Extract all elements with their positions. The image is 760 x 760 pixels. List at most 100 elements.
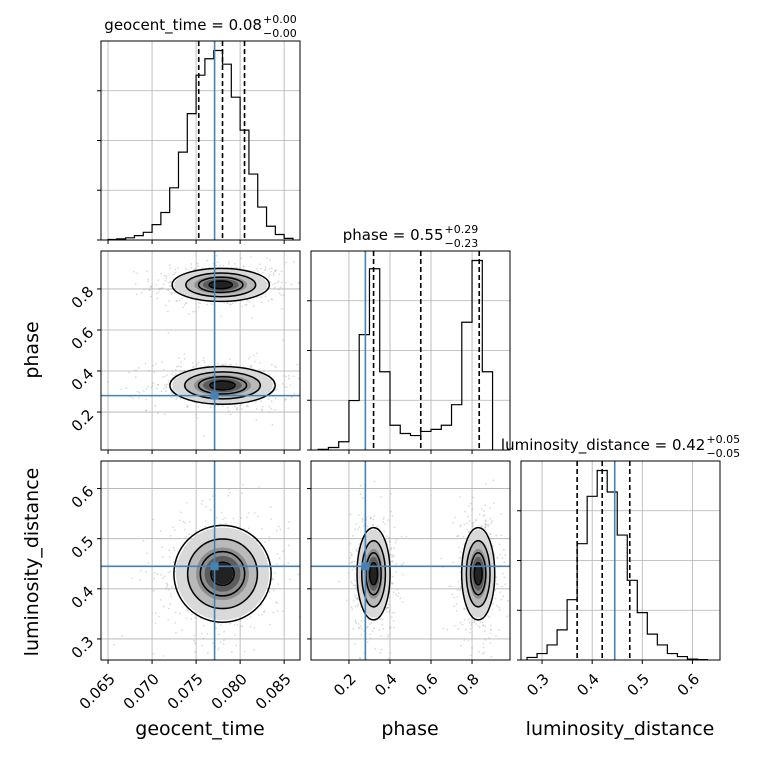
sample-point: [257, 613, 260, 616]
sample-point: [519, 503, 521, 505]
sample-point: [274, 409, 277, 411]
sample-point: [269, 258, 271, 261]
sample-point: [197, 406, 200, 408]
sample-point: [246, 300, 249, 302]
sample-point: [467, 640, 470, 642]
sample-point: [468, 520, 471, 522]
sample-point: [168, 300, 171, 302]
sample-point: [178, 519, 181, 522]
sample-point: [386, 606, 389, 609]
sample-point: [453, 625, 456, 627]
sample-point: [215, 254, 218, 257]
sample-point: [258, 485, 261, 488]
sample-point: [220, 315, 222, 318]
sample-point: [356, 604, 359, 607]
sample-point: [350, 561, 353, 564]
sample-point: [361, 519, 364, 521]
histogram-phase: [317, 259, 494, 450]
sample-point: [172, 546, 175, 549]
sample-point: [212, 495, 214, 498]
sample-point: [458, 557, 461, 560]
sample-point: [392, 619, 395, 622]
x-tick-label: 0.8: [453, 670, 483, 700]
sample-point: [451, 593, 454, 596]
sample-point: [179, 370, 182, 372]
sample-point: [174, 621, 176, 624]
sample-point: [392, 582, 394, 585]
sample-point: [472, 521, 475, 524]
sample-point: [261, 409, 264, 412]
sample-point: [349, 542, 352, 545]
sample-point: [480, 525, 483, 528]
x-tick-label: 0.6: [412, 670, 442, 700]
sample-point: [475, 518, 477, 521]
sample-point: [235, 363, 238, 366]
sample-point: [197, 265, 200, 268]
sample-point: [458, 589, 461, 592]
sample-point: [169, 280, 172, 283]
sample-point: [128, 371, 131, 374]
sample-point: [479, 621, 482, 624]
sample-point: [202, 359, 205, 362]
sample-point: [171, 292, 174, 295]
sample-point: [222, 264, 225, 267]
sample-point: [278, 273, 281, 276]
sample-point: [230, 303, 232, 306]
sample-point: [235, 644, 237, 647]
sample-point: [359, 656, 361, 659]
sample-point: [277, 583, 280, 585]
sample-point: [229, 413, 232, 416]
sample-point: [174, 268, 177, 271]
sample-point: [169, 534, 172, 537]
sample-point: [288, 578, 291, 581]
sample-point: [489, 642, 492, 644]
sample-point: [271, 578, 274, 581]
sample-point: [230, 363, 233, 366]
sample-point: [390, 546, 393, 549]
sample-point: [179, 365, 182, 368]
sample-point: [499, 591, 502, 594]
x-tick-label: 0.6: [674, 670, 704, 700]
sample-point: [266, 281, 269, 284]
sample-point: [279, 528, 282, 531]
sample-point: [490, 656, 493, 658]
sample-point: [350, 554, 353, 557]
sample-point: [284, 399, 286, 401]
sample-point: [183, 358, 186, 360]
sample-point: [155, 284, 158, 287]
sample-point: [278, 557, 281, 560]
sample-point: [261, 405, 264, 408]
contour-0-2: [199, 550, 246, 597]
sample-point: [190, 618, 193, 620]
sample-point: [269, 623, 271, 626]
sample-point: [398, 592, 400, 595]
sample-point: [379, 496, 382, 498]
sample-point: [380, 648, 383, 651]
sample-point: [378, 628, 381, 631]
sample-point: [372, 627, 375, 630]
sample-point: [356, 597, 359, 600]
sample-point: [259, 263, 262, 266]
sample-point: [143, 390, 145, 392]
sample-point: [120, 388, 123, 391]
sample-point: [456, 535, 459, 538]
sample-point: [267, 398, 270, 401]
sample-point: [273, 270, 276, 273]
sample-point: [174, 570, 177, 573]
sample-point: [260, 604, 263, 607]
sample-point: [125, 387, 128, 390]
sample-point: [357, 528, 359, 531]
sample-point: [190, 263, 193, 265]
sample-point: [193, 268, 195, 271]
sample-point: [167, 571, 170, 574]
sample-point: [467, 515, 469, 518]
sample-point: [169, 570, 171, 573]
sample-point: [155, 362, 157, 365]
sample-point: [169, 603, 172, 606]
sample-point: [242, 483, 244, 486]
sample-point: [381, 623, 384, 626]
sample-point: [257, 515, 259, 518]
sample-point: [256, 269, 259, 272]
sample-point: [474, 519, 477, 522]
